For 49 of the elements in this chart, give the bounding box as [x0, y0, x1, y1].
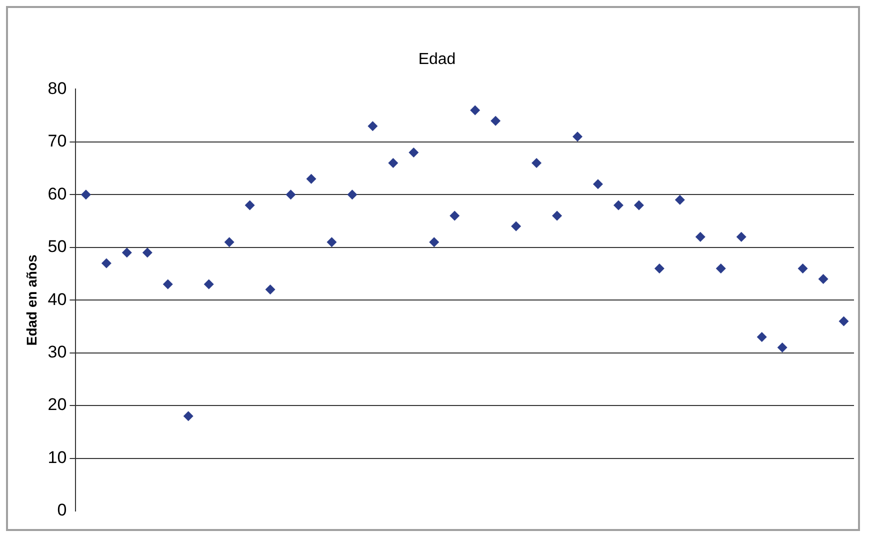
point — [429, 237, 440, 248]
point — [183, 411, 194, 422]
chart-title: Edad — [418, 51, 456, 68]
point — [122, 248, 132, 258]
point — [736, 232, 746, 242]
point — [838, 316, 849, 326]
point — [368, 121, 378, 132]
y-axis-title: Edad en años — [23, 254, 40, 346]
point — [265, 284, 276, 295]
point — [490, 116, 501, 126]
point — [470, 105, 480, 116]
point — [716, 263, 726, 274]
point — [408, 147, 419, 158]
point — [388, 158, 398, 168]
y-tick-label: 60 — [48, 184, 67, 204]
point — [450, 210, 460, 221]
y-tick-label: 30 — [48, 342, 67, 362]
point — [634, 200, 644, 210]
y-tick-label: 10 — [48, 448, 67, 467]
y-tick-label: 50 — [48, 237, 67, 256]
point — [798, 263, 808, 274]
point — [592, 179, 603, 190]
point — [674, 194, 685, 205]
y-tick-label: 20 — [48, 395, 67, 414]
point — [204, 279, 214, 290]
point — [511, 221, 522, 232]
point — [347, 190, 358, 200]
point — [162, 279, 173, 290]
point — [244, 200, 255, 210]
point — [818, 274, 828, 284]
point — [101, 258, 112, 268]
point — [654, 263, 664, 274]
point — [286, 190, 296, 200]
point — [572, 132, 582, 142]
point — [777, 342, 788, 353]
point — [532, 158, 542, 168]
y-tick-label: 70 — [48, 132, 67, 151]
y-tick-label: 80 — [48, 78, 67, 98]
point — [613, 200, 624, 210]
y-tick-label: 0 — [57, 500, 67, 520]
point — [756, 332, 767, 342]
point — [80, 190, 91, 200]
point — [306, 174, 316, 184]
point — [552, 210, 562, 221]
point — [326, 237, 337, 248]
point — [224, 237, 234, 248]
y-tick-label: 40 — [48, 290, 67, 309]
point — [695, 232, 706, 242]
point — [142, 248, 152, 258]
